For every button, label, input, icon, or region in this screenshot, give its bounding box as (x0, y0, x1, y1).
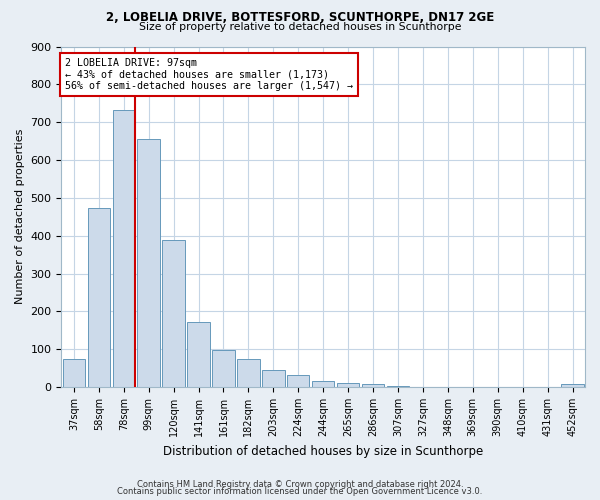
Text: Contains public sector information licensed under the Open Government Licence v3: Contains public sector information licen… (118, 488, 482, 496)
Text: 2 LOBELIA DRIVE: 97sqm
← 43% of detached houses are smaller (1,173)
56% of semi-: 2 LOBELIA DRIVE: 97sqm ← 43% of detached… (65, 58, 353, 91)
Text: 2, LOBELIA DRIVE, BOTTESFORD, SCUNTHORPE, DN17 2GE: 2, LOBELIA DRIVE, BOTTESFORD, SCUNTHORPE… (106, 11, 494, 24)
X-axis label: Distribution of detached houses by size in Scunthorpe: Distribution of detached houses by size … (163, 444, 484, 458)
Bar (312, 381, 334, 387)
Bar (237, 359, 260, 387)
Bar (562, 384, 584, 387)
Bar (337, 384, 359, 387)
Bar (113, 110, 135, 387)
Bar (362, 384, 384, 387)
Bar (88, 208, 110, 387)
Bar (187, 322, 210, 387)
Text: Size of property relative to detached houses in Scunthorpe: Size of property relative to detached ho… (139, 22, 461, 32)
Bar (62, 358, 85, 387)
Text: Contains HM Land Registry data © Crown copyright and database right 2024.: Contains HM Land Registry data © Crown c… (137, 480, 463, 489)
Bar (387, 386, 409, 387)
Bar (262, 370, 284, 387)
Bar (212, 350, 235, 387)
Bar (137, 139, 160, 387)
Bar (163, 240, 185, 387)
Y-axis label: Number of detached properties: Number of detached properties (15, 129, 25, 304)
Bar (287, 374, 310, 387)
